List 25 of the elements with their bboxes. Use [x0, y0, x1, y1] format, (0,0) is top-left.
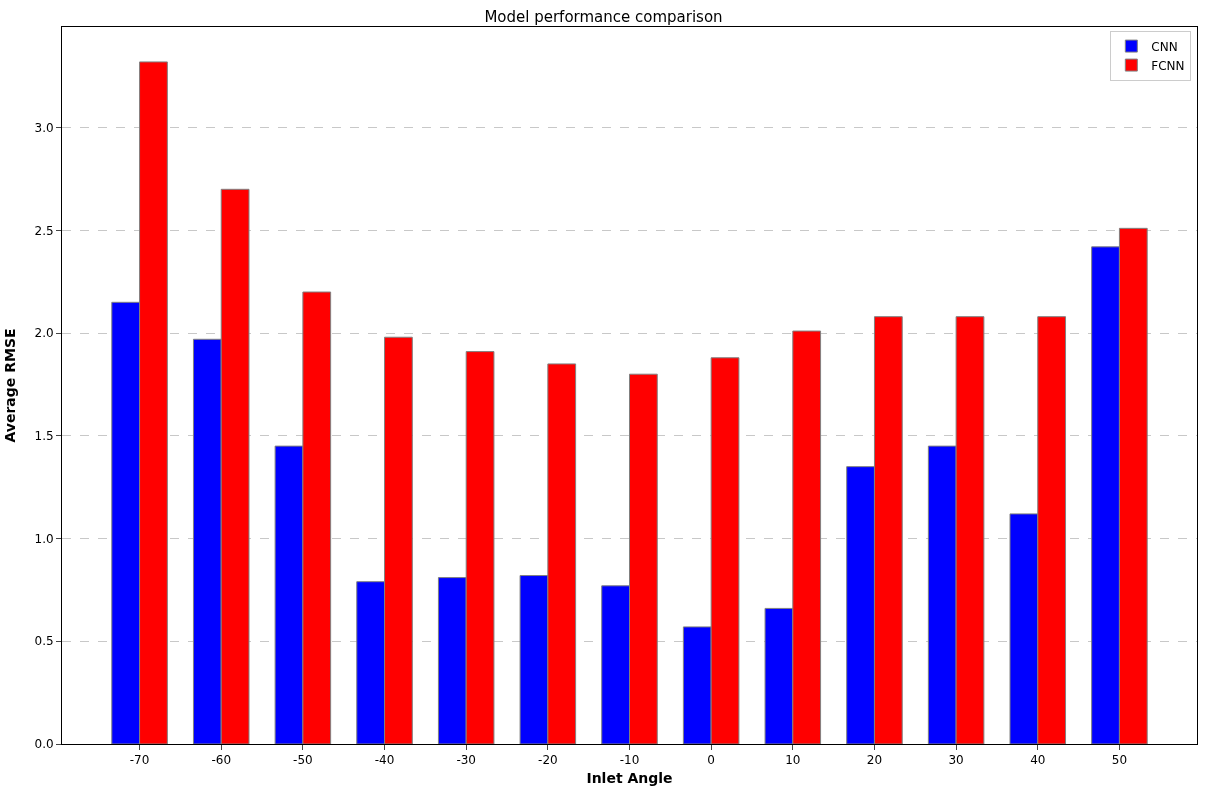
y-tick-label: 2.5: [34, 223, 54, 238]
x-tick-label: -40: [374, 753, 395, 768]
y-axis-title: Average RMSE: [2, 328, 19, 443]
x-tick-label: 30: [948, 753, 964, 768]
chart-title: Model performance comparison: [484, 8, 723, 27]
y-tick-label: 2.0: [34, 326, 54, 341]
x-tick-label: 10: [785, 753, 801, 768]
x-tick-label: -70: [129, 753, 150, 768]
x-tick-label: -10: [619, 753, 640, 768]
x-tick-label: -50: [293, 753, 313, 768]
y-tick-label: 0.5: [34, 634, 54, 649]
y-tick-label: 1.0: [34, 531, 54, 546]
y-tick-label: 0.0: [34, 737, 54, 752]
x-axis-title: Inlet Angle: [586, 769, 673, 786]
x-tick-label: 20: [866, 753, 883, 768]
x-tick-label: -20: [538, 753, 558, 768]
x-tick-label: 40: [1030, 753, 1046, 768]
y-tick-label: 3.0: [34, 120, 54, 135]
x-tick-label: 0: [707, 753, 715, 768]
legend-label: FCNN: [1151, 58, 1185, 73]
legend-label: CNN: [1151, 39, 1178, 54]
y-tick-label: 1.5: [34, 429, 54, 444]
x-tick-label: 50: [1111, 753, 1128, 768]
x-tick-label: -60: [211, 753, 232, 768]
x-tick-label: -30: [456, 753, 476, 768]
